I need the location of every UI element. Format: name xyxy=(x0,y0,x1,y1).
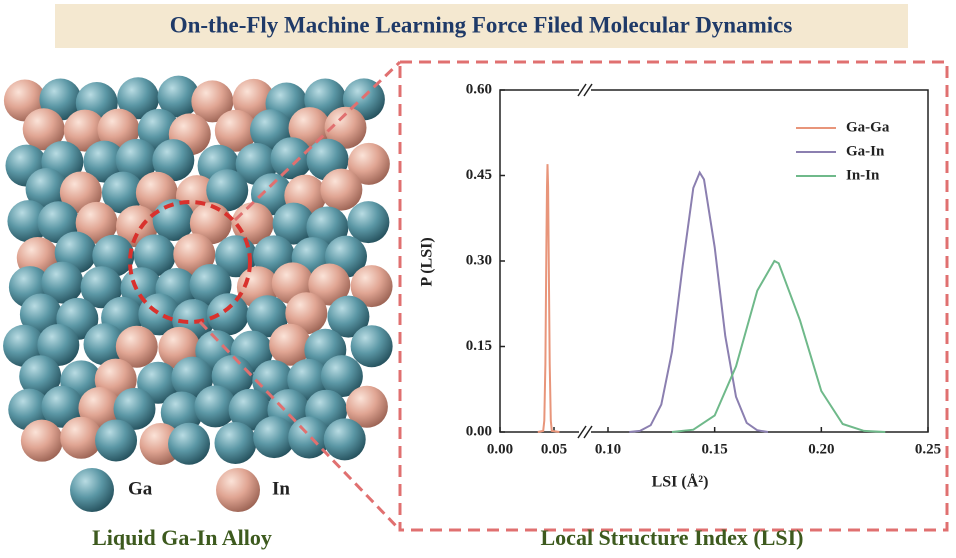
atom xyxy=(228,388,271,431)
axis-break xyxy=(577,425,587,439)
atom xyxy=(37,324,80,367)
zoom-line xyxy=(198,320,402,532)
atom xyxy=(285,292,328,335)
atom xyxy=(327,295,370,338)
atom xyxy=(115,325,158,368)
y-tick-label: 0.45 xyxy=(466,167,492,183)
atom xyxy=(211,354,254,397)
x-tick-label: 0.20 xyxy=(808,441,834,457)
series-line xyxy=(537,164,560,433)
atom xyxy=(345,385,388,428)
axis-break xyxy=(583,425,593,439)
atom xyxy=(324,106,367,149)
atom xyxy=(75,201,118,244)
atom xyxy=(253,416,296,459)
atom xyxy=(206,293,249,336)
atom xyxy=(308,263,351,306)
atom xyxy=(270,137,313,180)
legend-label: In xyxy=(272,478,290,499)
axis-break xyxy=(583,83,593,97)
atom xyxy=(83,140,126,183)
atom xyxy=(19,293,62,336)
legend-label: In-In xyxy=(846,167,880,183)
zoom-box xyxy=(398,60,949,532)
zoom-line xyxy=(233,60,402,222)
atom xyxy=(214,109,257,152)
atom xyxy=(95,419,138,462)
atom xyxy=(22,108,65,151)
x-axis-label: LSI (Å²) xyxy=(652,473,709,491)
legend-atom xyxy=(70,468,114,512)
plot: 0.00 0.15 0.30 0.45 0.60 0.00 0.05 0.10 0.15 0.20… xyxy=(466,81,941,457)
atom xyxy=(350,325,393,368)
legend-atom xyxy=(216,468,260,512)
y-tick-label: 0.00 xyxy=(466,423,492,439)
atom xyxy=(206,169,249,212)
atom xyxy=(288,416,331,459)
caption: Liquid Ga-In Alloy xyxy=(92,525,272,550)
atom xyxy=(97,108,140,151)
x-tick-label: 0.25 xyxy=(915,441,941,457)
legend-label: Ga-In xyxy=(846,143,885,159)
y-tick-label: 0.30 xyxy=(466,252,492,268)
banner-title: On-the-Fly Machine Learning Force Filed … xyxy=(170,12,793,37)
x-tick-label: 0.00 xyxy=(487,441,513,457)
atom xyxy=(152,139,195,182)
atom xyxy=(133,234,176,277)
atom xyxy=(194,385,237,428)
x-tick-label: 0.05 xyxy=(541,441,567,457)
chart-title: Local Structure Index (LSI) xyxy=(541,525,804,550)
atom xyxy=(41,385,84,428)
atom xyxy=(152,199,195,242)
atom xyxy=(320,168,363,211)
atom xyxy=(157,75,200,118)
y-tick-label: 0.60 xyxy=(466,81,492,97)
atom xyxy=(171,356,214,399)
y-axis-label: P (LSI) xyxy=(419,237,436,286)
atom xyxy=(214,422,257,465)
atom xyxy=(41,261,84,304)
zoom-circle xyxy=(128,200,252,324)
axis-break xyxy=(579,426,591,438)
x-tick-label: 0.10 xyxy=(595,441,621,457)
atom xyxy=(269,323,312,366)
atom xyxy=(7,200,50,243)
atom xyxy=(231,202,274,245)
axis-break xyxy=(579,84,591,96)
series-line xyxy=(671,259,886,433)
banner xyxy=(55,4,908,48)
atom xyxy=(320,355,363,398)
y-tick-label: 0.15 xyxy=(466,338,492,354)
atom xyxy=(168,422,211,465)
atom-cluster xyxy=(3,75,393,465)
atom xyxy=(246,295,289,338)
atom xyxy=(80,266,123,309)
plot-frame xyxy=(499,89,929,433)
atom xyxy=(138,293,181,336)
series-line xyxy=(629,170,769,433)
atom xyxy=(20,419,63,462)
atom xyxy=(19,355,62,398)
atom xyxy=(63,109,106,152)
atom xyxy=(287,358,330,401)
atom xyxy=(83,323,126,366)
atom xyxy=(272,202,315,245)
atom xyxy=(117,77,160,120)
atom xyxy=(60,416,103,459)
atom xyxy=(113,387,156,430)
legend-label: Ga-Ga xyxy=(846,119,890,135)
axis-break xyxy=(577,83,587,97)
atom xyxy=(25,168,68,211)
atom xyxy=(347,201,390,244)
atom xyxy=(323,418,366,461)
atom xyxy=(347,142,390,185)
atom xyxy=(191,80,234,123)
x-tick-label: 0.15 xyxy=(702,441,728,457)
atom xyxy=(115,138,158,181)
atom xyxy=(101,171,144,214)
atom xyxy=(189,202,232,245)
legend-label: Ga xyxy=(128,478,153,499)
atom xyxy=(350,265,393,308)
